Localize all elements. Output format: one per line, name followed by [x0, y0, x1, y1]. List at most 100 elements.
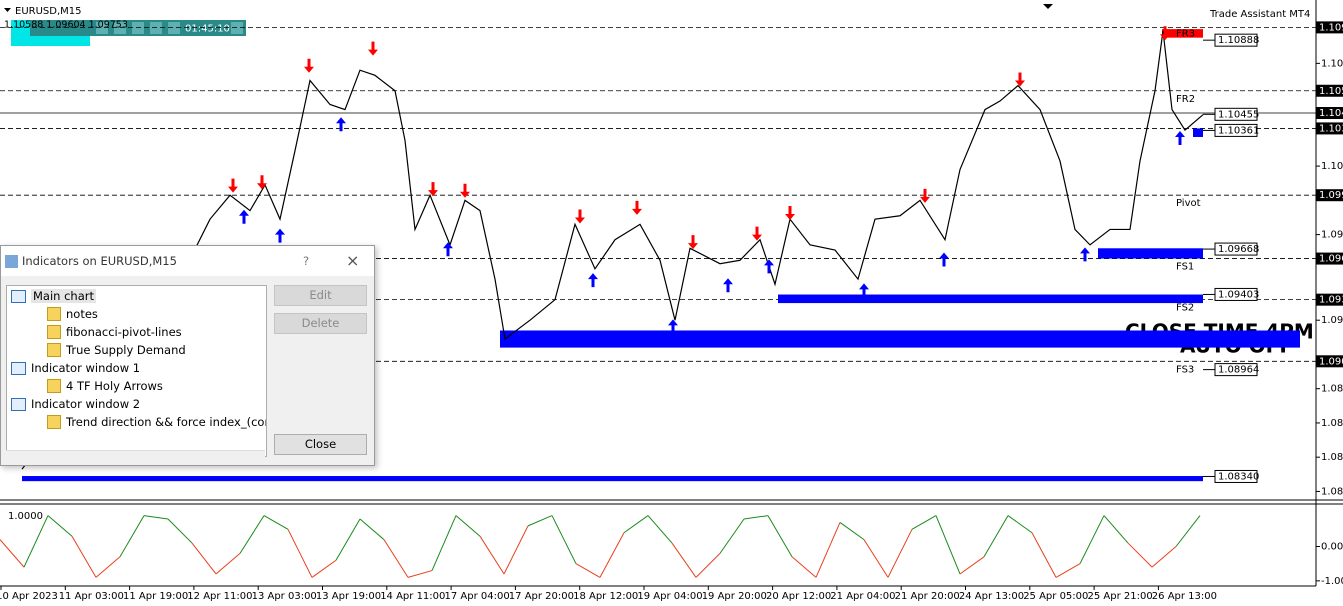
toolbar-button[interactable] [96, 22, 108, 34]
price-label: 1.09403 [1218, 289, 1259, 300]
toolbar-button[interactable] [132, 22, 144, 34]
sell-arrow [1160, 26, 1170, 41]
oscillator-segment [119, 515, 145, 558]
price-label-box [1214, 33, 1258, 47]
x-tick-label: 24 Apr 13:00 [959, 591, 1024, 602]
x-tick-label: 21 Apr 20:00 [895, 591, 960, 602]
dialog-icon [5, 255, 18, 268]
oscillator-segment [695, 553, 721, 578]
indicator-label: 1.0000 [8, 511, 43, 522]
oscillator-segment [887, 529, 913, 578]
help-button[interactable]: ? [303, 254, 310, 268]
sell-arrow [304, 58, 314, 73]
y-tick-label: 1.084 [1321, 452, 1343, 463]
tree-label: fibonacci-pivot-lines [66, 325, 182, 339]
close-x[interactable]: × [346, 251, 360, 270]
oscillator-segment [743, 515, 769, 520]
oscillator-segment [503, 525, 529, 575]
indicators-dialog: Indicators on EURUSD,M15 ? × Main chart n… [0, 245, 375, 466]
sell-arrow [460, 183, 470, 198]
y-tick-label: 1.101 [1321, 161, 1343, 172]
oscillator-segment [671, 542, 697, 578]
buy-arrow [723, 278, 733, 293]
axis-highlight [1316, 84, 1343, 97]
toolbar-button[interactable] [168, 22, 180, 34]
price-label-box [1214, 242, 1258, 256]
oscillator-segment [599, 532, 625, 578]
tree-icon [11, 361, 26, 375]
tree-label: Indicator window 1 [31, 361, 141, 375]
tree-item[interactable]: 4 TF Holy Arrows [47, 379, 163, 393]
level-axis-label: 1.090 [1319, 356, 1343, 367]
oscillator-segment [1055, 563, 1081, 578]
oscillator-segment [527, 515, 553, 527]
oscillator-segment [215, 552, 241, 575]
tree-label: 4 TF Holy Arrows [66, 379, 163, 393]
sell-arrow [428, 182, 438, 197]
oscillator-segment [959, 556, 985, 575]
expert-name: Trade Assistant MT4 [1209, 9, 1310, 20]
tree-group[interactable]: Indicator window 2 [11, 397, 140, 411]
axis-highlight [1316, 293, 1343, 306]
tree-item[interactable]: Trend direction && force index_(converge… [47, 415, 266, 429]
price-label-box [1214, 287, 1258, 301]
supply-demand-zone [1098, 248, 1203, 259]
x-tick-label: 26 Apr 13:00 [1152, 591, 1217, 602]
toolbar-button[interactable] [114, 22, 126, 34]
buy-arrow [275, 228, 285, 243]
tree-label: True Supply Demand [66, 343, 186, 357]
tree-icon [11, 397, 26, 411]
level-axis-label: 1.103 [1319, 123, 1343, 134]
sell-arrow [632, 200, 642, 215]
price-label-box [1214, 469, 1258, 483]
shift-marker [1043, 4, 1053, 9]
tree-item[interactable]: fibonacci-pivot-lines [47, 325, 182, 339]
toolbar-button[interactable] [231, 22, 243, 34]
level-name: FS1 [1176, 262, 1194, 273]
oscillator-segment [863, 539, 889, 578]
price-label: 1.10455 [1218, 109, 1259, 120]
oscillator-segment [431, 515, 457, 571]
close-button[interactable]: Close [274, 434, 367, 455]
y-tick-label: 0.00 [1321, 542, 1343, 553]
toolbar-button[interactable] [150, 22, 162, 34]
y-tick-label: 1.097 [1321, 230, 1343, 241]
tree-icon [47, 307, 61, 321]
supply-demand-zone [778, 294, 1203, 304]
oscillator-segment [719, 518, 745, 554]
tree-group[interactable]: Main chart [11, 289, 97, 303]
delete-button[interactable]: Delete [274, 313, 367, 334]
tree-item[interactable]: notes [47, 307, 98, 321]
oscillator-segment [551, 515, 577, 564]
tree-icon [11, 289, 26, 303]
tree-group[interactable]: Indicator window 1 [11, 361, 140, 375]
supply-demand-zone [1162, 29, 1203, 38]
sell-arrow [785, 206, 795, 221]
x-tick-label: 19 Apr 04:00 [637, 591, 702, 602]
x-tick-label: 11 Apr 03:00 [59, 591, 124, 602]
level-axis-label: 1.093 [1319, 295, 1343, 306]
oscillator-segment [1079, 515, 1105, 564]
oscillator-segment [23, 515, 49, 568]
buy-arrow [336, 117, 346, 132]
oscillator-segment [623, 515, 649, 534]
x-tick-label: 18 Apr 12:00 [573, 591, 638, 602]
level-axis-label: 1.109 [1319, 22, 1343, 33]
x-tick-label: 21 Apr 04:00 [830, 591, 895, 602]
tree-icon [47, 343, 61, 357]
scrollbar[interactable] [6, 450, 265, 465]
oscillator-segment [191, 542, 217, 575]
axis-highlight [1316, 252, 1343, 265]
x-tick-label: 10 Apr 2023 [0, 591, 58, 602]
level-axis-label: 1.096 [1319, 254, 1343, 265]
edit-button[interactable]: Edit [274, 285, 367, 306]
oscillator-segment [791, 556, 817, 578]
sell-arrow [920, 188, 930, 203]
oscillator-segment [983, 515, 1009, 558]
oscillator-segment [1007, 515, 1033, 534]
axis-highlight [1316, 107, 1343, 120]
oscillator-segment [359, 518, 385, 541]
supply-demand-zone [500, 330, 1300, 348]
buy-arrow [764, 259, 774, 274]
tree-item[interactable]: True Supply Demand [47, 343, 186, 357]
